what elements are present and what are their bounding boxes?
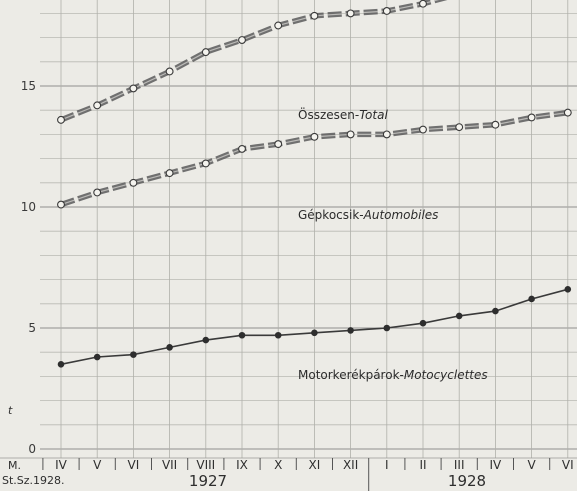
x-tick-label: V	[93, 458, 102, 472]
y-tick-label: 5	[28, 321, 36, 335]
data-point	[202, 160, 209, 167]
data-point	[312, 330, 318, 336]
data-point	[130, 179, 137, 186]
x-tick-label: XI	[309, 458, 321, 472]
data-point	[347, 131, 354, 138]
data-point	[239, 146, 246, 153]
x-tick-label: IX	[236, 458, 248, 472]
x-tick-label: I	[385, 458, 389, 472]
x-tick-label: VI	[562, 458, 574, 472]
year-label-1928: 1928	[448, 472, 486, 490]
data-point	[275, 141, 282, 148]
series-label-motocyclettes: Motorkerékpárok-Motocyclettes	[298, 368, 488, 382]
data-point	[58, 362, 64, 368]
data-point	[239, 332, 245, 338]
data-point	[94, 189, 101, 196]
data-point	[348, 328, 354, 334]
data-point	[420, 126, 427, 133]
x-tick-label: VI	[128, 458, 140, 472]
x-tick-label: VII	[162, 458, 177, 472]
data-point	[493, 308, 499, 314]
data-point	[311, 12, 318, 19]
data-point	[130, 85, 137, 92]
data-point	[166, 68, 173, 75]
unit-mark: t	[8, 404, 13, 417]
data-point	[202, 49, 209, 56]
data-point	[528, 114, 535, 121]
x-tick-label: VIII	[196, 458, 215, 472]
data-point	[456, 124, 463, 131]
data-point	[203, 337, 209, 343]
x-tick-label: III	[454, 458, 465, 472]
data-point	[58, 116, 65, 123]
x-tick-label: IV	[490, 458, 503, 472]
y-tick-label: 10	[21, 200, 36, 214]
data-point	[383, 131, 390, 138]
data-point	[275, 22, 282, 29]
data-point	[384, 325, 390, 331]
x-tick-label: X	[274, 458, 282, 472]
data-point	[275, 332, 281, 338]
y-tick-label: 15	[21, 79, 36, 93]
data-point	[565, 286, 571, 292]
data-point	[347, 10, 354, 17]
x-tick-label: IV	[55, 458, 68, 472]
x-tick-label: II	[419, 458, 426, 472]
data-point	[311, 133, 318, 140]
x-tick-label: V	[527, 458, 536, 472]
data-point	[456, 313, 462, 319]
data-point	[492, 121, 499, 128]
series-label-total: Összesen-Total	[298, 106, 388, 122]
data-point	[383, 8, 390, 15]
year-label-1927: 1927	[189, 472, 227, 490]
data-point	[239, 37, 246, 44]
data-point	[420, 320, 426, 326]
data-point	[564, 109, 571, 116]
source-label-line1: M.	[8, 459, 21, 472]
data-point	[94, 354, 100, 360]
data-point	[58, 201, 65, 208]
x-tick-labels: IV V VI VII VIII IX X XI XII I II III IV V VI	[55, 458, 574, 472]
source-label-line2: St.Sz.1928.	[2, 474, 65, 487]
data-point	[131, 352, 137, 358]
data-point	[166, 170, 173, 177]
data-point	[420, 0, 427, 7]
x-tick-label: XII	[343, 458, 358, 472]
series-label-automobiles: Gépkocsik-Automobiles	[298, 208, 438, 222]
data-point	[167, 345, 173, 351]
y-tick-label: 0	[28, 442, 36, 456]
data-point	[94, 102, 101, 109]
data-point	[529, 296, 535, 302]
